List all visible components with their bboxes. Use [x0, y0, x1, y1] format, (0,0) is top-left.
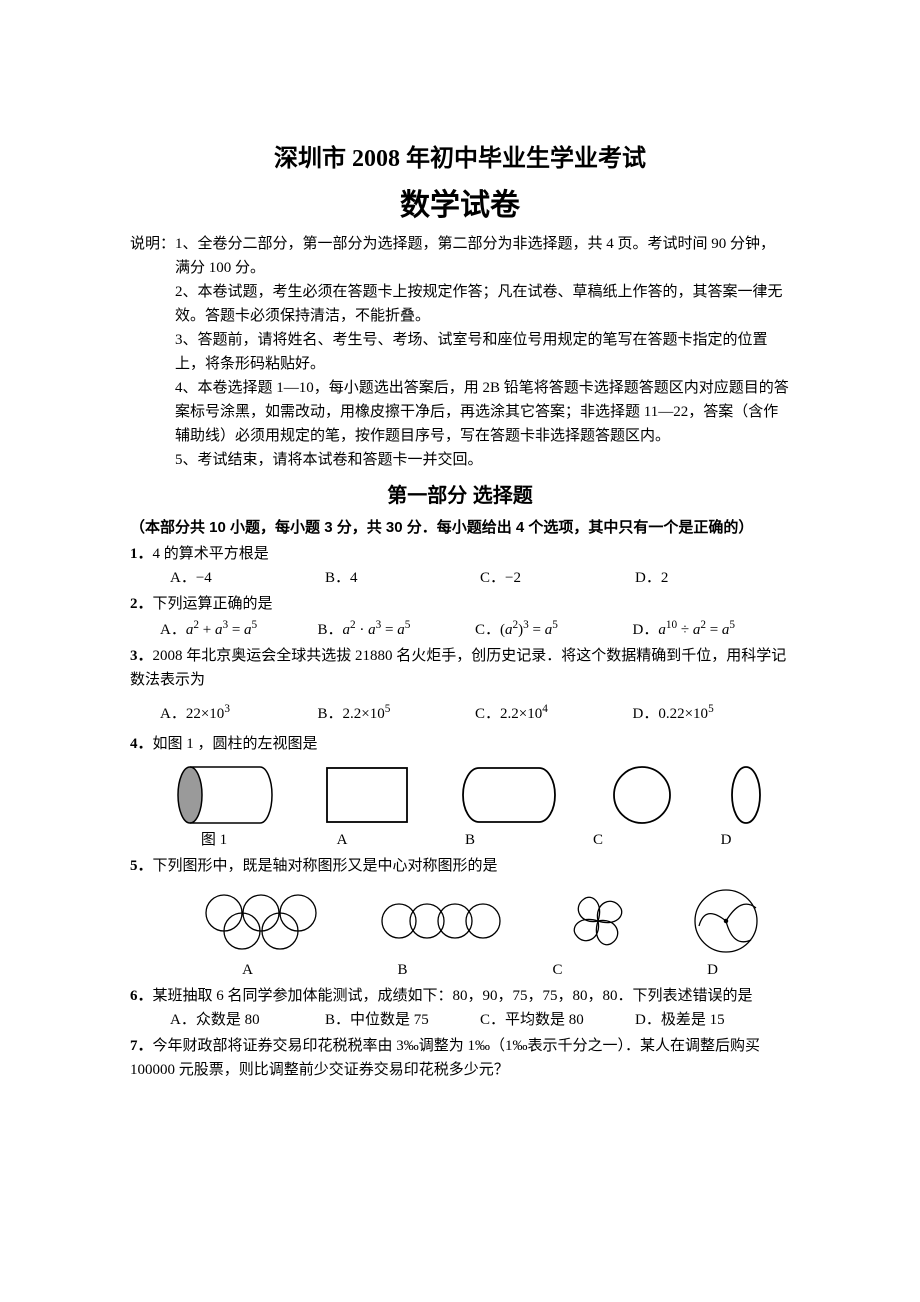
q-num: 1． [130, 546, 153, 562]
q-num: 3． [130, 648, 153, 664]
option-b: B．中位数是 75 [325, 1008, 480, 1032]
q-text: 4 的算术平方根是 [153, 546, 269, 562]
fig-label: C [534, 828, 662, 852]
instructions-block: 说明： 1、全卷分二部分，第一部分为选择题，第二部分为非选择题，共 4 页。考试… [130, 232, 790, 472]
exam-title: 深圳市 2008 年初中毕业生学业考试 [130, 140, 790, 178]
instr-item: 2、本卷试题，考生必须在答题卡上按规定作答；凡在试卷、草稿纸上作答的，其答案一律… [175, 280, 790, 328]
question-7: 7．今年财政部将证券交易印花税税率由 3‰调整为 1‰（1‰表示千分之一）．某人… [130, 1034, 790, 1082]
fig-label: D [635, 958, 790, 982]
olympic-rings-icon [196, 891, 326, 951]
q-num: 7． [130, 1038, 153, 1054]
q-text: 2008 年北京奥运会全球共选拔 21880 名火炬手，创历史记录．将这个数据精… [130, 648, 786, 688]
option-c: C．2.2×104 [475, 700, 633, 726]
instr-item: 1、全卷分二部分，第一部分为选择题，第二部分为非选择题，共 4 页。考试时间 9… [175, 232, 790, 280]
q-text: 下列图形中，既是轴对称图形又是中心对称图形的是 [153, 858, 498, 874]
option-a: A．22×103 [160, 700, 318, 726]
instr-item: 3、答题前，请将姓名、考生号、考场、试室号和座位号用规定的笔写在答题卡指定的位置… [175, 328, 790, 376]
exam-subject: 数学试卷 [130, 182, 790, 230]
option-c: C．−2 [480, 566, 635, 590]
question-5: 5．下列图形中，既是轴对称图形又是中心对称图形的是 [130, 854, 790, 982]
option-a: A．a2 + a3 = a5 [160, 616, 318, 642]
pinwheel-icon [558, 886, 638, 956]
fig-label: A [170, 958, 325, 982]
option-c: C．(a2)3 = a5 [475, 616, 633, 642]
option-d: D．极差是 15 [635, 1008, 790, 1032]
q-num: 4． [130, 736, 153, 752]
cylinder-icon [174, 764, 274, 826]
circle-icon [607, 764, 677, 826]
question-2: 2．下列运算正确的是 A．a2 + a3 = a5 B．a2 · a3 = a5… [130, 592, 790, 642]
option-b: B．4 [325, 566, 480, 590]
option-d: D．2 [635, 566, 790, 590]
option-b: B．a2 · a3 = a5 [318, 616, 476, 642]
fig-label: A [278, 828, 406, 852]
q-num: 6． [130, 988, 153, 1004]
three-arc-icon [689, 886, 764, 956]
option-b: B．2.2×105 [318, 700, 476, 726]
section-note: （本部分共 10 小题，每小题 3 分，共 30 分．每小题给出 4 个选项，其… [130, 516, 790, 540]
rounded-rect-icon [459, 764, 559, 826]
option-d: D．0.22×105 [633, 700, 791, 726]
section-header: 第一部分 选择题 [130, 480, 790, 512]
instr-item: 4、本卷选择题 1—10，每小题选出答案后，用 2B 铅笔将答题卡选择题答题区内… [175, 376, 790, 448]
option-d: D．a10 ÷ a2 = a5 [633, 616, 791, 642]
fig-label: B [406, 828, 534, 852]
fig-label: D [662, 828, 790, 852]
q-text: 如图 1 ，圆柱的左视图是 [153, 736, 318, 752]
option-c: C．平均数是 80 [480, 1008, 635, 1032]
question-3: 3．2008 年北京奥运会全球共选拔 21880 名火炬手，创历史记录．将这个数… [130, 644, 790, 726]
fig-label: 图 1 [150, 828, 278, 852]
question-6: 6．某班抽取 6 名同学参加体能测试，成绩如下：80，90，75，75，80，8… [130, 984, 790, 1032]
fig-label: C [480, 958, 635, 982]
instr-item: 5、考试结束，请将本试卷和答题卡一并交回。 [175, 448, 790, 472]
question-1: 1．4 的算术平方根是 A．−4 B．4 C．−2 D．2 [130, 542, 790, 590]
four-circles-icon [377, 896, 507, 946]
q-num: 5． [130, 858, 153, 874]
option-a: A．众数是 80 [170, 1008, 325, 1032]
q-text: 今年财政部将证券交易印花税税率由 3‰调整为 1‰（1‰表示千分之一）．某人在调… [130, 1038, 760, 1078]
instr-label: 说明： [130, 232, 175, 280]
fig-label: B [325, 958, 480, 982]
q-num: 2． [130, 596, 153, 612]
q-text: 某班抽取 6 名同学参加体能测试，成绩如下：80，90，75，75，80，80．… [153, 988, 753, 1004]
ellipse-icon [726, 764, 766, 826]
option-a: A．−4 [170, 566, 325, 590]
q-text: 下列运算正确的是 [153, 596, 273, 612]
question-4: 4．如图 1 ，圆柱的左视图是 图 1 A B C D [130, 732, 790, 852]
rectangle-icon [323, 764, 411, 826]
